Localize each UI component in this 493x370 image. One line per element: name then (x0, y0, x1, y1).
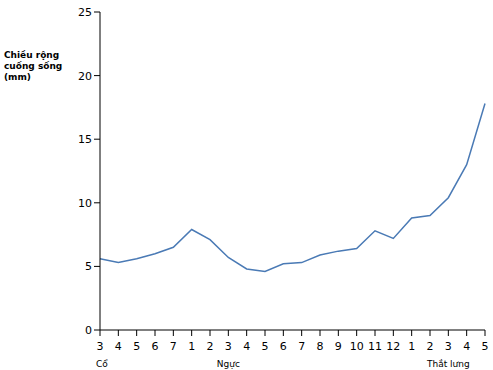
svg-text:9: 9 (335, 340, 342, 353)
svg-text:2: 2 (427, 340, 434, 353)
svg-text:12: 12 (386, 340, 400, 353)
svg-text:6: 6 (152, 340, 159, 353)
svg-text:1: 1 (188, 340, 195, 353)
svg-text:0: 0 (85, 324, 92, 337)
svg-text:25: 25 (78, 6, 92, 19)
svg-text:11: 11 (368, 340, 382, 353)
svg-text:3: 3 (97, 340, 104, 353)
svg-text:10: 10 (78, 197, 92, 210)
svg-text:4: 4 (243, 340, 250, 353)
svg-text:4: 4 (115, 340, 122, 353)
svg-text:3: 3 (225, 340, 232, 353)
svg-text:15: 15 (78, 133, 92, 146)
svg-text:1: 1 (408, 340, 415, 353)
svg-text:Thắt lưng: Thắt lưng (426, 359, 470, 369)
svg-text:10: 10 (350, 340, 364, 353)
svg-text:8: 8 (317, 340, 324, 353)
svg-text:7: 7 (298, 340, 305, 353)
svg-text:3: 3 (445, 340, 452, 353)
svg-text:6: 6 (280, 340, 287, 353)
svg-text:5: 5 (85, 260, 92, 273)
svg-text:Cổ: Cổ (96, 359, 108, 369)
svg-text:20: 20 (78, 70, 92, 83)
svg-text:2: 2 (207, 340, 214, 353)
html-text:Chiều rộng cuống sống (mm): Chiều rộng cuống sống (mm) (4, 50, 63, 82)
svg-text:5: 5 (133, 340, 140, 353)
svg-text:5: 5 (262, 340, 269, 353)
svg-text:4: 4 (463, 340, 470, 353)
svg-text:7: 7 (170, 340, 177, 353)
svg-text:5: 5 (482, 340, 489, 353)
svg-text:Ngực: Ngực (217, 359, 240, 370)
